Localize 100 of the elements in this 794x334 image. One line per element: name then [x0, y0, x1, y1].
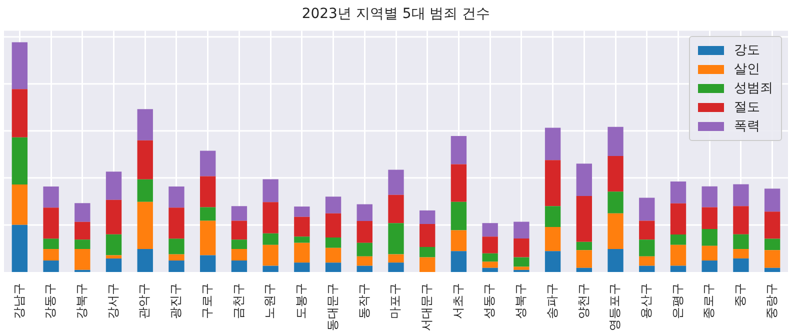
- bar: [200, 255, 216, 272]
- bar: [450, 230, 467, 252]
- bar: [356, 204, 372, 222]
- bar: [576, 250, 592, 268]
- bar: [670, 244, 686, 266]
- x-tick-label: 종로구: [702, 283, 716, 319]
- bar: [514, 222, 530, 238]
- x-tick-label: 영등포구: [608, 283, 622, 331]
- bar: [764, 238, 780, 250]
- bar: [106, 172, 122, 200]
- bar: [106, 234, 122, 256]
- bar: [388, 262, 404, 272]
- x-tick-label: 마포구: [388, 283, 402, 319]
- bar: [388, 194, 404, 224]
- bar: [420, 224, 436, 247]
- legend-label: 성범죄: [734, 80, 773, 98]
- bar: [608, 213, 624, 250]
- bar: [544, 160, 561, 206]
- bar: [74, 222, 90, 240]
- bar: [294, 206, 310, 217]
- bar: [670, 266, 686, 272]
- bar: [137, 109, 153, 140]
- bar: [325, 196, 342, 214]
- bar: [576, 164, 592, 196]
- bar: [482, 223, 498, 237]
- bar: [168, 208, 184, 239]
- bar: [294, 242, 310, 263]
- bar: [608, 156, 624, 192]
- bar: [325, 238, 342, 248]
- bar: [764, 268, 780, 272]
- bar: [137, 179, 153, 202]
- bar: [608, 126, 624, 156]
- bar: [200, 176, 216, 208]
- bar: [262, 244, 278, 266]
- x-tick-label: 중구: [733, 283, 748, 307]
- bar: [231, 220, 248, 240]
- bar: [670, 181, 686, 204]
- bar: [733, 234, 749, 250]
- bar: [137, 140, 153, 180]
- x-tick-label: 강동구: [43, 283, 58, 319]
- bar: [420, 246, 436, 258]
- bar: [420, 210, 436, 224]
- bar: [639, 198, 655, 221]
- bar: [764, 250, 780, 268]
- x-tick-label: 용산구: [639, 283, 654, 319]
- x-tick-label: 동작구: [356, 283, 371, 319]
- bar: [702, 207, 718, 230]
- bar: [262, 266, 278, 272]
- bar: [168, 260, 184, 272]
- x-tick-label: 강북구: [74, 283, 89, 319]
- bar: [137, 249, 153, 272]
- bar: [576, 268, 592, 272]
- bar: [639, 240, 655, 256]
- legend-label: 절도: [734, 99, 760, 117]
- bar: [74, 249, 90, 270]
- bar: [137, 202, 153, 250]
- bar: [450, 202, 467, 230]
- bar: [43, 238, 59, 250]
- chart-title: 2023년 지역별 5대 범죄 건수: [302, 6, 490, 22]
- bar: [356, 242, 372, 256]
- bar: [43, 208, 59, 239]
- bar: [12, 137, 28, 184]
- bar: [356, 221, 372, 243]
- bar: [168, 238, 184, 254]
- bar: [608, 192, 624, 214]
- bar: [544, 206, 561, 227]
- x-tick-label: 양천구: [576, 283, 590, 319]
- bar: [670, 234, 686, 245]
- bar: [43, 260, 59, 272]
- bar: [356, 256, 372, 266]
- bar: [702, 229, 718, 246]
- bar: [74, 240, 90, 250]
- bar: [231, 240, 248, 250]
- bar: [168, 254, 184, 261]
- bar: [200, 150, 216, 176]
- bar: [702, 246, 718, 261]
- x-tick-label: 강남구: [12, 283, 26, 319]
- bar: [514, 257, 530, 267]
- x-tick-label: 송파구: [544, 283, 559, 319]
- x-tick-label: 관악구: [137, 283, 152, 319]
- bar: [733, 206, 749, 234]
- bar: [262, 233, 278, 245]
- x-tick-label: 구로구: [200, 283, 214, 319]
- bar: [12, 89, 28, 138]
- bar: [43, 186, 59, 208]
- bar: [544, 226, 561, 252]
- x-tick-label: 서초구: [450, 283, 465, 319]
- bar: [482, 253, 498, 262]
- bar: [764, 212, 780, 239]
- bar: [231, 206, 248, 221]
- bar: [764, 188, 780, 212]
- x-tick-label: 도봉구: [294, 283, 308, 319]
- bar: [356, 266, 372, 272]
- bar: [294, 216, 310, 237]
- bar: [514, 266, 530, 270]
- x-tick-label: 중랑구: [764, 283, 778, 319]
- x-tick-label: 금천구: [231, 283, 246, 319]
- bar: [608, 249, 624, 272]
- legend-label: 강도: [734, 42, 760, 60]
- x-tick-label: 광진구: [168, 283, 183, 319]
